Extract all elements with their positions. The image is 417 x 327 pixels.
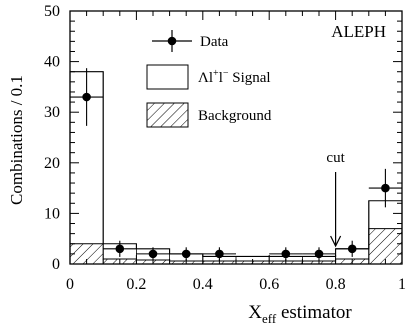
data-marker — [148, 249, 158, 259]
data-points-layer — [70, 68, 402, 261]
data-point — [335, 240, 369, 257]
data-marker — [314, 249, 324, 259]
y-axis-label: Combinations / 0.1 — [7, 75, 26, 205]
cut-annotation: cut — [326, 150, 346, 248]
y-tick-label: 30 — [44, 104, 60, 121]
data-marker — [281, 249, 291, 259]
plot-frame — [69, 10, 403, 265]
y-tick-label: 20 — [44, 155, 60, 172]
data-point — [136, 247, 170, 261]
data-marker — [347, 244, 357, 254]
signal-histogram-outline — [69, 71, 403, 264]
y-tick-label: 10 — [44, 205, 60, 222]
data-point — [368, 168, 402, 208]
background-bar — [368, 228, 402, 264]
legend: Data Λl+l− Signal Background — [146, 30, 272, 128]
cut-label: cut — [326, 150, 345, 166]
legend-signal-label: Λl+l− Signal — [198, 68, 271, 86]
legend-data-marker — [152, 30, 192, 52]
y-tick-label: 40 — [44, 54, 60, 71]
data-marker — [181, 249, 191, 259]
data-marker — [82, 92, 91, 102]
data-marker — [381, 183, 390, 193]
x-tick-label: 0.4 — [193, 276, 213, 293]
legend-data-label: Data — [200, 34, 229, 50]
x-tick-label: 0.8 — [326, 276, 346, 293]
data-point — [103, 240, 137, 257]
data-marker — [115, 244, 125, 254]
signal-histogram-layer — [69, 71, 403, 264]
legend-signal-swatch — [146, 64, 189, 90]
y-tick-label: 50 — [44, 3, 60, 20]
cut-arrowhead — [330, 235, 342, 248]
x-tick-label: 0.2 — [126, 276, 146, 293]
x-tick-label: 1 — [398, 276, 406, 293]
legend-background-label: Background — [198, 108, 272, 124]
data-point — [269, 247, 303, 261]
legend-background-swatch — [146, 102, 189, 128]
background-bar — [70, 243, 104, 264]
data-point — [302, 247, 336, 261]
x-tick-label: 0.6 — [259, 276, 279, 293]
data-point — [169, 247, 203, 261]
x-tick-label: 0 — [66, 276, 74, 293]
experiment-tag: ALEPH — [331, 22, 386, 41]
data-point — [70, 68, 104, 126]
y-tick-label: 0 — [52, 256, 60, 273]
data-marker — [215, 249, 224, 259]
x-axis-label: Xeff estimator — [248, 302, 352, 326]
data-point — [202, 247, 236, 261]
